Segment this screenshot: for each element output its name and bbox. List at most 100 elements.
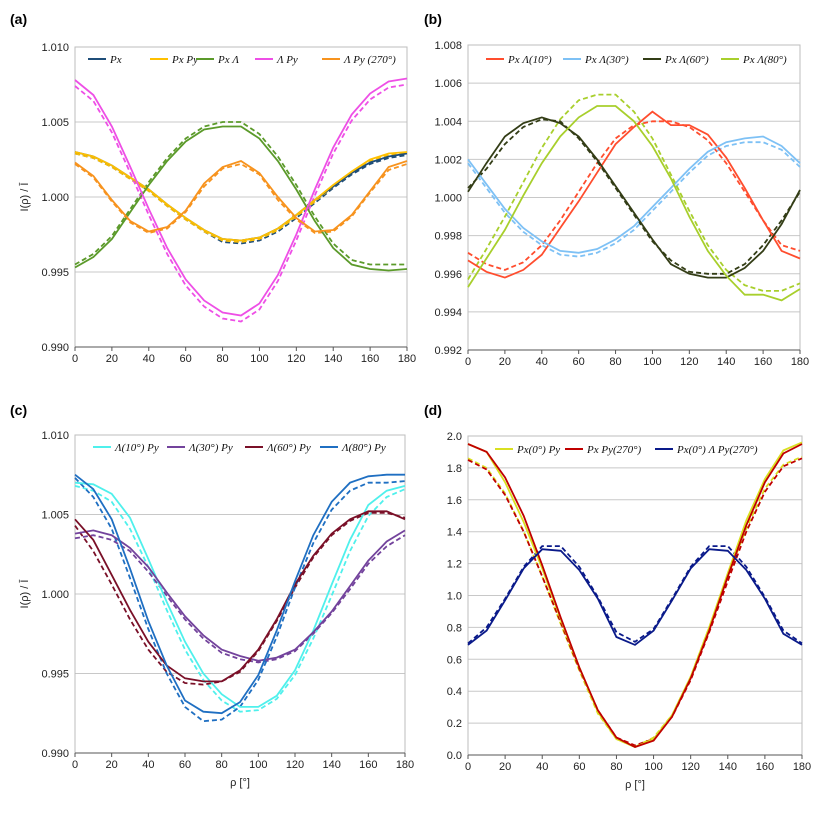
series-line-dashed (74, 163, 408, 234)
legend-label: Px Py(270°) (586, 444, 642, 456)
x-tick-label: 100 (644, 761, 662, 773)
x-axis-label: ρ [°] (625, 779, 645, 791)
series-line-solid (74, 160, 408, 233)
legend-label: Px Λ(30°) (584, 54, 629, 66)
y-tick-label: 0.992 (434, 345, 462, 357)
x-tick-label: 40 (143, 353, 155, 365)
series-line-solid (467, 110, 801, 279)
x-tick-label: 80 (609, 356, 621, 368)
y-tick-label: 0.990 (41, 342, 69, 354)
chart-panel-d: (d) 0.0 0.2 0.4 0.6 0.8 1.0 1.2 1.4 1.6 1.8 2.0 0 20 4… (424, 402, 811, 791)
series-line-dashed (467, 455, 803, 748)
legend-label: Λ Py (276, 54, 298, 66)
y-tick-label: 1.4 (447, 527, 462, 539)
x-axis-label: ρ [°] (230, 777, 250, 789)
legend-label: Px Λ(60°) (664, 54, 709, 66)
y-tick-label: 1.005 (41, 117, 69, 129)
series-line-solid (467, 116, 801, 279)
chart-panel-b: (b) 0.992 0.994 0.996 0.998 1.000 1.002 1.004 1.… (424, 11, 809, 368)
series-line-dashed (74, 152, 408, 243)
series-line-solid (74, 77, 408, 317)
x-tick-label: 0 (465, 761, 471, 773)
x-tick-label: 100 (249, 759, 267, 771)
series-line-solid (74, 481, 406, 708)
legend-label: Λ(30°) Py (188, 442, 233, 454)
y-tick-label: 1.010 (41, 42, 69, 54)
series-line-dashed (74, 152, 408, 245)
series-line-solid (74, 473, 405, 715)
x-tick-label: 80 (216, 353, 228, 365)
legend-label: Λ(60°) Py (266, 442, 311, 454)
x-tick-label: 160 (359, 759, 377, 771)
y-axis-label: I(ρ) / Ī (19, 182, 31, 212)
x-tick-label: 120 (680, 356, 698, 368)
y-tick-label: 1.000 (41, 192, 69, 204)
x-tick-label: 120 (681, 761, 699, 773)
x-tick-label: 180 (793, 761, 811, 773)
x-tick-label: 60 (573, 761, 585, 773)
y-tick-label: 1.010 (41, 430, 69, 442)
y-tick-label: 1.8 (447, 463, 462, 475)
legend: Px Px Py Px Λ Λ Py Λ Py (270°) (88, 54, 396, 66)
series-line-dashed (74, 512, 406, 686)
y-tick-label: 1.005 (41, 510, 69, 522)
legend-label: Px Λ(10°) (507, 54, 552, 66)
x-tick-label: 0 (465, 356, 471, 368)
chart-panel-c: (c) 0.990 0.995 1.000 1.005 1.010 0 20 40 60 80 100… (10, 402, 414, 789)
x-tick-label: 100 (643, 356, 661, 368)
y-tick-label: 0.994 (434, 307, 462, 319)
x-tick-label: 60 (180, 353, 192, 365)
y-tick-label: 1.000 (434, 193, 462, 205)
series-line-dashed (467, 120, 801, 271)
x-tick-label: 140 (324, 353, 342, 365)
y-tick-label: 1.008 (434, 40, 462, 52)
x-tick-label: 60 (179, 759, 191, 771)
x-tick-label: 40 (536, 761, 548, 773)
y-tick-label: 2.0 (447, 431, 462, 443)
x-tick-label: 20 (499, 356, 511, 368)
series-line-dashed (467, 545, 803, 645)
legend-label: Px Py (171, 54, 198, 66)
y-axis-label: I(ρ) / Ī (19, 579, 31, 609)
x-tick-label: 20 (106, 759, 118, 771)
series-line-dashed (467, 457, 803, 747)
series-line-solid (74, 151, 408, 242)
x-tick-label: 40 (536, 356, 548, 368)
series-line-solid (74, 125, 408, 272)
x-tick-label: 120 (287, 353, 305, 365)
y-tick-label: 1.002 (434, 154, 462, 166)
series-line-dashed (74, 485, 406, 713)
legend: Λ(10°) Py Λ(30°) Py Λ(60°) Py Λ(80°) Py (93, 442, 386, 454)
x-tick-label: 60 (573, 356, 585, 368)
x-tick-label: 160 (754, 356, 772, 368)
y-tick-label: 0.0 (447, 750, 462, 762)
x-tick-label: 180 (791, 356, 809, 368)
x-tick-label: 160 (361, 353, 379, 365)
y-tick-label: 1.0 (447, 591, 462, 603)
y-tick-label: 1.004 (434, 116, 462, 128)
y-tick-label: 0.2 (447, 718, 462, 730)
series-line-solid (467, 548, 803, 646)
legend-label: Λ(80°) Py (341, 442, 386, 454)
legend-label: Λ Py (270°) (343, 54, 396, 66)
y-tick-label: 0.995 (41, 669, 69, 681)
y-tick-label: 1.006 (434, 78, 462, 90)
x-tick-label: 160 (756, 761, 774, 773)
series-line-dashed (467, 118, 801, 275)
series-line-solid (467, 443, 803, 748)
x-tick-label: 80 (610, 761, 622, 773)
x-tick-label: 20 (106, 353, 118, 365)
series-line-dashed (74, 83, 408, 323)
legend-label: Px Λ(80°) (742, 54, 787, 66)
y-tick-label: 0.995 (41, 267, 69, 279)
legend: Px Λ(10°) Px Λ(30°) Px Λ(60°) Px Λ(80°) (486, 54, 787, 66)
y-tick-label: 0.998 (434, 231, 462, 243)
panel-label: (b) (424, 11, 442, 27)
x-tick-label: 100 (250, 353, 268, 365)
x-tick-label: 40 (142, 759, 154, 771)
series-line-solid (467, 135, 801, 254)
y-tick-label: 0.996 (434, 269, 462, 281)
legend-label: Px Λ (217, 54, 239, 66)
y-tick-label: 0.990 (41, 748, 69, 760)
legend-label: Px (109, 54, 122, 66)
